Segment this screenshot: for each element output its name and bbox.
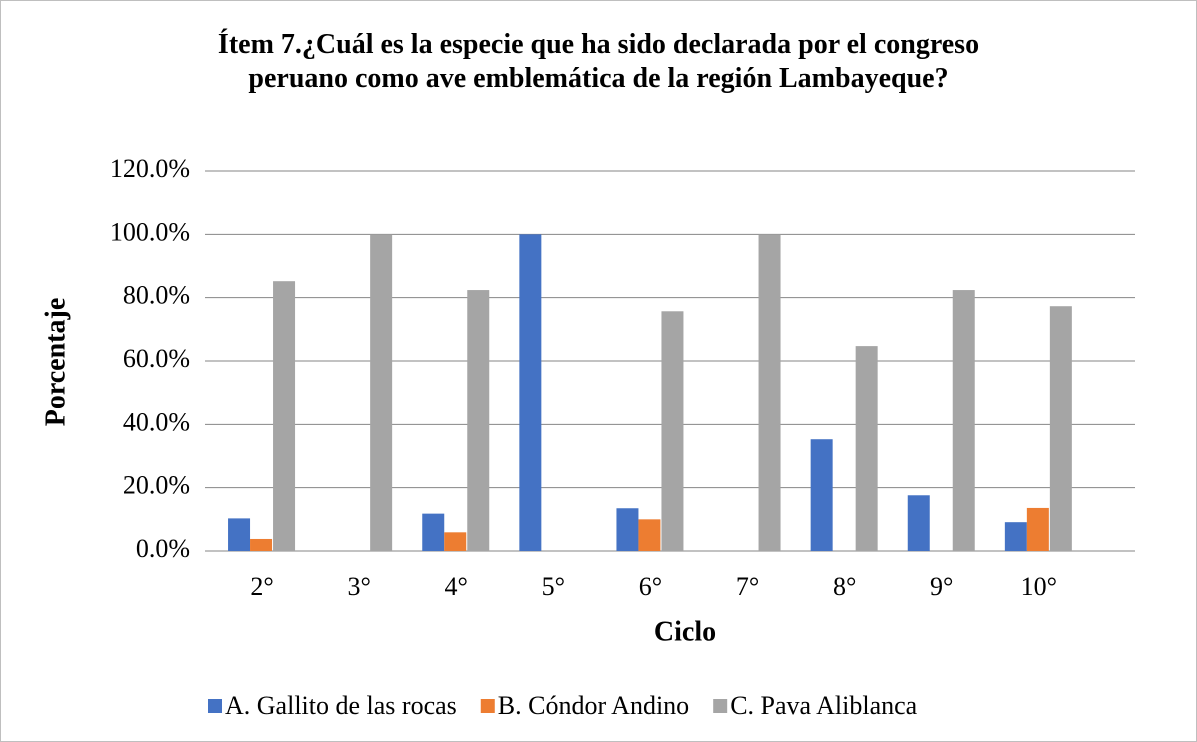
bar [661, 311, 684, 551]
x-tick-label: 2° [250, 572, 273, 601]
x-tick-label: 7° [736, 572, 759, 601]
legend-label: B. Cóndor Andino [498, 691, 689, 720]
bar [467, 290, 490, 551]
x-tick-label: 6° [639, 572, 662, 601]
bar [810, 439, 833, 551]
bar [519, 234, 542, 552]
bar [228, 518, 251, 551]
x-tick-label: 4° [445, 572, 468, 601]
y-tick-label: 20.0% [123, 471, 190, 500]
bar [758, 234, 781, 552]
bar [273, 281, 296, 551]
bar [370, 234, 393, 552]
x-tick-label: 8° [833, 572, 856, 601]
bar [1049, 306, 1072, 551]
chart-title: Ítem 7.¿Cuál es la especie que ha sido d… [217, 29, 980, 94]
legend-label: A. Gallito de las rocas [225, 691, 457, 720]
legend-label: C. Pava Aliblanca [730, 691, 917, 720]
x-axis-label: Ciclo [654, 616, 716, 647]
bar [422, 513, 445, 551]
bar [1026, 507, 1049, 551]
y-tick-label: 40.0% [123, 407, 190, 436]
bar [616, 508, 639, 551]
y-axis-label: Porcentaje [40, 298, 71, 427]
x-tick-label: 10° [1021, 572, 1057, 601]
y-tick-label: 80.0% [123, 281, 190, 310]
legend-swatch [713, 699, 728, 713]
x-tick-label: 9° [930, 572, 953, 601]
y-tick-label: 100.0% [110, 217, 190, 246]
y-tick-label: 120.0% [110, 154, 190, 183]
y-tick-label: 60.0% [123, 344, 190, 373]
y-tick-label: 0.0% [136, 534, 190, 563]
chart-title-box: Ítem 7.¿Cuál es la especie que ha sido d… [0, 28, 1197, 96]
bar [1004, 522, 1027, 551]
legend-swatch [208, 699, 222, 713]
bar [250, 538, 273, 551]
bar [952, 290, 975, 551]
bar [907, 495, 930, 551]
x-tick-label: 3° [347, 572, 370, 601]
bar [638, 519, 661, 551]
bar [444, 532, 467, 551]
bar [855, 346, 878, 551]
legend-swatch [480, 699, 495, 713]
x-tick-label: 5° [542, 572, 565, 601]
